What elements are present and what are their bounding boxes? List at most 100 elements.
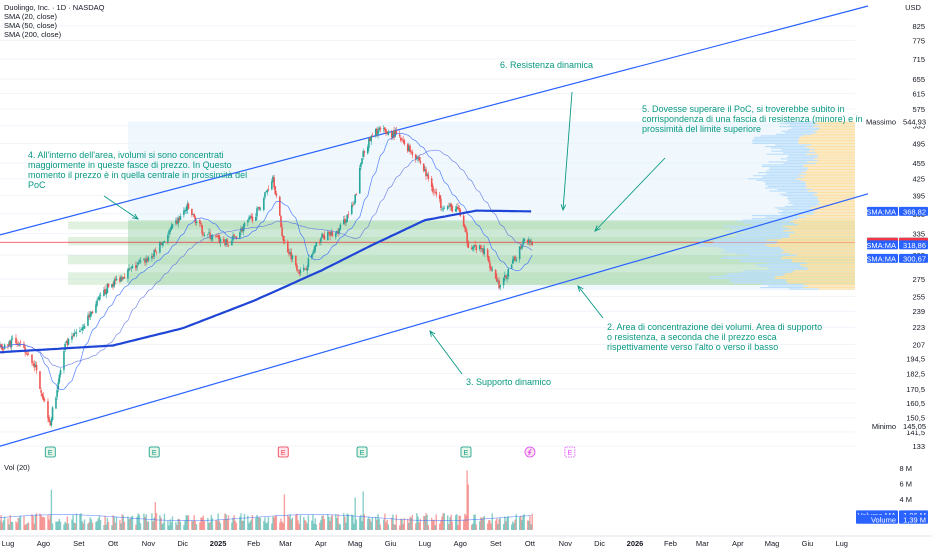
- candle-body: [225, 239, 227, 246]
- volume-bar: [90, 519, 93, 530]
- candle-body: [474, 244, 476, 246]
- volume-bar: [458, 515, 460, 530]
- annotation-4[interactable]: 4. All'interno dell'area, ivolumi si son…: [28, 150, 248, 190]
- candle-body: [303, 267, 305, 271]
- volume-bar: [51, 523, 54, 530]
- candle-body: [347, 213, 350, 215]
- candle-body: [104, 288, 106, 295]
- candle-body: [330, 232, 333, 236]
- candle-body: [273, 177, 275, 188]
- volume-bar: [279, 522, 281, 530]
- volume-bar: [247, 515, 249, 530]
- volume-bar: [312, 514, 314, 530]
- profile-bin-down: [726, 250, 785, 252]
- candle-body: [128, 268, 130, 271]
- volume-bar: [327, 514, 329, 530]
- profile-bin-up: [781, 257, 855, 260]
- candle-body: [200, 223, 202, 225]
- candle-body: [382, 128, 385, 129]
- profile-bin-up: [789, 253, 855, 255]
- profile-bin-up: [803, 164, 855, 166]
- candle-body: [8, 341, 10, 346]
- sma-50-legend[interactable]: SMA (50, close): [4, 21, 57, 30]
- volume-legend[interactable]: Vol (20): [4, 463, 30, 472]
- volume-bar: [185, 515, 187, 530]
- symbol-title[interactable]: Duolingo, Inc. · 1D · NASDAQ: [4, 3, 105, 12]
- volume-bar: [337, 514, 339, 530]
- candle-body: [526, 239, 529, 243]
- profile-bin-up: [788, 282, 855, 284]
- annotation-5[interactable]: 5. Dovesse superare il PoC, si troverebb…: [642, 104, 863, 134]
- candle-body: [145, 258, 147, 262]
- volume-bar: [161, 524, 163, 530]
- profile-bin-up: [812, 211, 855, 214]
- candle-body: [249, 216, 251, 219]
- volume-profile: [691, 121, 855, 290]
- volume-bar: [411, 514, 413, 530]
- volume-bar: [201, 517, 203, 530]
- volume-bar: [513, 523, 515, 530]
- profile-bin-down: [723, 248, 783, 250]
- volume-bar: [343, 513, 345, 530]
- volume-bar: [523, 514, 525, 530]
- annotation-3[interactable]: 3. Supporto dinamico: [466, 377, 552, 387]
- profile-bin-up: [794, 231, 855, 233]
- candle-body: [169, 229, 171, 232]
- candle-body: [384, 127, 386, 131]
- price-tick-label: 395: [912, 192, 925, 201]
- candle-body: [274, 186, 277, 195]
- candle-body: [408, 146, 410, 152]
- volume-node-band: [68, 221, 855, 230]
- sma-200-legend[interactable]: SMA (200, close): [4, 30, 62, 39]
- volume-bar: [419, 518, 421, 530]
- volume-bar: [466, 470, 468, 530]
- profile-bin-down: [784, 205, 817, 207]
- volume-bar: [96, 521, 98, 530]
- candle-body: [458, 207, 460, 211]
- profile-bin-down: [787, 202, 819, 204]
- annotation-6[interactable]: 6. Resistenza dinamica: [500, 60, 594, 70]
- volume-bar: [114, 522, 117, 530]
- volume-bar: [303, 516, 305, 530]
- volume-bar: [305, 521, 307, 530]
- currency-box[interactable]: USD: [899, 1, 927, 13]
- time-axis[interactable]: Lug Ago Set Ott Nov Dic 2025 Feb Mar Apr Mag Giu Lug…: [0, 535, 932, 548]
- trend-channel[interactable]: [0, 5, 869, 447]
- candle-body: [51, 407, 54, 421]
- candle-body: [350, 205, 353, 214]
- time-tick-label: Mar: [279, 539, 292, 548]
- candle-body: [98, 296, 101, 300]
- sma-20-legend[interactable]: SMA (20, close): [4, 12, 57, 21]
- candle-body: [451, 206, 454, 212]
- volume-bar: [377, 513, 379, 530]
- profile-bin-down: [782, 210, 816, 212]
- candle-body: [176, 220, 178, 224]
- volume-bar: [162, 522, 165, 530]
- candle-body: [523, 238, 526, 242]
- volume-bar: [40, 514, 42, 530]
- volume-bar: [363, 514, 366, 530]
- candle-body: [403, 140, 406, 145]
- profile-bin-down: [753, 175, 799, 177]
- profile-bin-down: [788, 155, 819, 157]
- candle-body: [443, 208, 446, 210]
- volume-bar: [32, 516, 34, 530]
- volume-bar: [129, 518, 131, 530]
- volume-bar: [410, 517, 412, 530]
- event-bolt-icon: [527, 448, 532, 456]
- candle-body: [105, 292, 108, 295]
- candle-body: [72, 335, 74, 337]
- volume-bar: [105, 524, 107, 530]
- volume-bar: [3, 516, 6, 530]
- annotation-2[interactable]: 2. Area di concentrazione dei volumi. Ar…: [607, 322, 823, 352]
- volume-bar: [99, 519, 102, 530]
- volume-bar: [504, 516, 506, 530]
- candle-body: [130, 267, 133, 269]
- volume-bar: [290, 519, 292, 530]
- candle-body: [1, 346, 4, 350]
- volume-bar: [107, 521, 110, 530]
- profile-bin-down: [691, 244, 766, 246]
- profile-bin-down: [791, 127, 821, 129]
